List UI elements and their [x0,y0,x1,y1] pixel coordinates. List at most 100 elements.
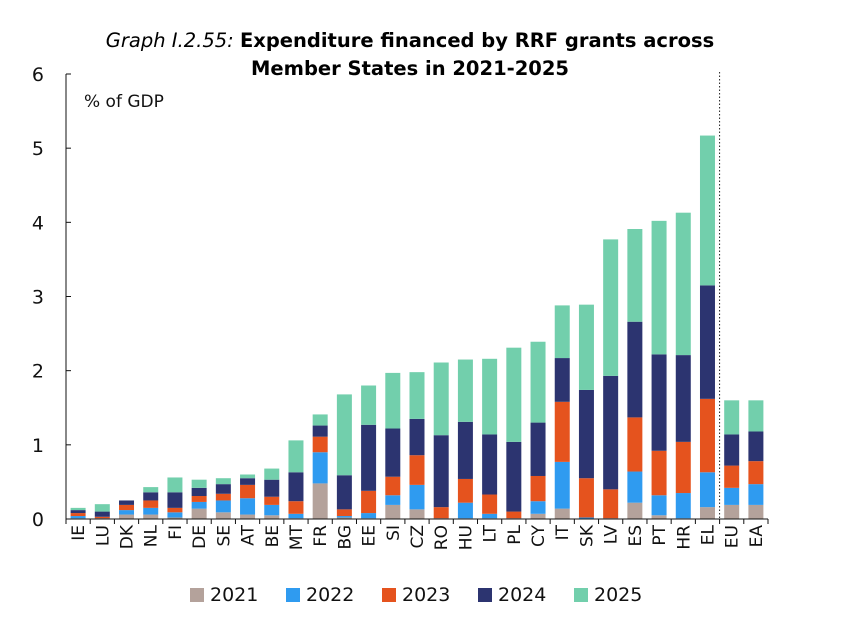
legend-swatch-2024 [478,588,492,602]
bar-segment-pl-2025 [506,347,522,442]
bar-segment-dk-2021 [119,514,135,519]
legend-label-2023: 2023 [402,584,450,606]
x-tick-label-si: SI [384,525,404,541]
y-tick-label: 0 [32,509,44,531]
bar-segment-fr-2024 [312,425,328,437]
bar-segment-dk-2022 [119,510,135,515]
bar-segment-hr-2025 [675,212,691,356]
legend-swatch-2025 [574,588,588,602]
bar-segment-mt-2022 [288,513,304,519]
bar-segment-de-2021 [191,508,207,519]
x-tick-label-pt: PT [650,524,670,545]
bar-segment-bg-2021 [336,517,352,519]
bar-segment-fi-2023 [167,507,183,513]
bar-segment-es-2023 [627,417,643,472]
bar-segment-pt-2022 [651,495,667,516]
x-tick-label-lu: LU [93,525,113,546]
bar-segment-eu-2023 [724,465,740,488]
bar-segment-nl-2024 [143,492,159,501]
bar-segment-cy-2025 [530,341,546,423]
bar-segment-cy-2022 [530,501,546,514]
bar-segment-fi-2024 [167,492,183,508]
bar-segment-nl-2023 [143,500,159,508]
bar-segment-at-2021 [240,514,256,519]
bar-segment-lt-2024 [482,434,498,495]
bar-segment-cz-2024 [409,418,425,456]
bar-segment-sk-2024 [578,389,594,479]
x-tick-label-es: ES [626,525,646,547]
bar-segment-el-2022 [699,472,715,508]
legend-label-2022: 2022 [306,584,354,606]
bar-segment-hr-2023 [675,441,691,494]
bar-segment-be-2022 [264,504,280,516]
bar-segment-se-2022 [215,500,231,513]
bar-segment-fi-2025 [167,477,183,493]
bar-segment-ie-2022 [70,516,86,519]
x-tick-label-sk: SK [577,524,597,547]
bar-segment-cz-2025 [409,372,425,419]
bar-segment-cy-2023 [530,475,546,502]
x-tick-label-ro: RO [432,525,452,550]
bar-segment-pt-2025 [651,220,667,355]
title-prefix: Graph I.2.55: [105,29,234,52]
bar-segment-hu-2022 [457,502,473,519]
x-tick-label-ie: IE [69,525,89,541]
bar-segment-bg-2025 [336,394,352,476]
bar-segment-be-2025 [264,468,280,480]
x-tick-label-be: BE [263,525,283,547]
bar-segment-eu-2025 [724,400,740,435]
bar-segment-cz-2022 [409,484,425,510]
bar-segment-it-2022 [554,461,570,509]
bar-segment-fr-2025 [312,414,328,426]
bar-segment-bg-2023 [336,509,352,517]
bar-segment-ro-2024 [433,435,449,508]
bar-segment-eu-2021 [724,504,740,519]
y-tick-label: 4 [32,212,44,234]
bar-segment-ro-2023 [433,507,449,519]
bar-segment-fr-2022 [312,452,328,484]
bar-segment-it-2023 [554,401,570,462]
bar-segment-pt-2024 [651,354,667,451]
bar-segment-ee-2022 [361,513,377,519]
bar-segment-ea-2024 [748,431,764,462]
bar-segment-lv-2025 [603,239,619,376]
bar-segment-sk-2025 [578,304,594,390]
bar-segment-cz-2021 [409,509,425,519]
x-tick-label-fr: FR [311,525,331,547]
bar-segment-de-2022 [191,501,207,509]
bar-segment-cz-2023 [409,455,425,485]
legend-swatch-2022 [286,588,300,602]
bar-segment-lv-2024 [603,375,619,490]
bar-segment-se-2024 [215,484,231,494]
x-tick-label-eu: EU [723,525,743,548]
x-tick-label-fi: FI [166,525,186,540]
x-tick-label-at: AT [239,524,259,545]
bar-segment-dk-2024 [119,500,135,505]
legend-swatch-2023 [382,588,396,602]
bar-segment-at-2023 [240,484,256,499]
y-tick-label: 1 [32,435,44,457]
bar-segment-lu-2025 [94,504,110,512]
bar-segment-bg-2022 [336,516,352,518]
legend-label-2024: 2024 [498,584,546,606]
bar-segment-cy-2024 [530,422,546,476]
bar-segment-pt-2023 [651,450,667,496]
bar-segment-mt-2025 [288,440,304,473]
bar-segment-es-2024 [627,321,643,418]
bar-segment-it-2025 [554,305,570,359]
bar-segment-ea-2023 [748,461,764,485]
bar-segment-ie-2023 [70,513,86,517]
title-line-1: Expenditure financed by RRF grants acros… [239,29,715,52]
bar-segment-nl-2025 [143,487,159,493]
y-tick-label: 6 [32,64,44,86]
x-tick-label-nl: NL [142,524,162,547]
bar-segment-pl-2024 [506,441,522,512]
bar-segment-at-2024 [240,478,256,485]
x-tick-label-cy: CY [529,524,549,547]
bar-segment-it-2021 [554,508,570,519]
bar-segment-hu-2025 [457,359,473,422]
bar-segment-es-2021 [627,502,643,519]
bar-segment-mt-2023 [288,501,304,514]
bar-segment-eu-2022 [724,487,740,505]
